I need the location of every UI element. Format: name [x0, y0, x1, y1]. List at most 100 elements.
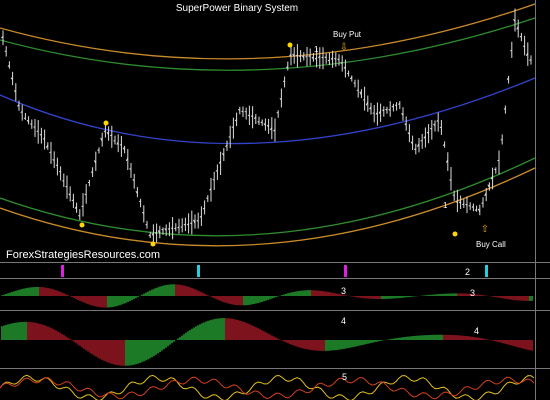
- candle-tick: [110, 134, 113, 137]
- candle-tick: [186, 223, 189, 226]
- candle-tick: [423, 136, 426, 139]
- candle-tick: [337, 58, 340, 61]
- candle-tick: [458, 201, 461, 204]
- candle-tick: [289, 53, 292, 57]
- candle-tick: [93, 160, 97, 164]
- buy-call-label: Buy Call: [476, 240, 506, 249]
- candle-tick: [199, 215, 202, 218]
- signal-number: 1: [443, 201, 448, 210]
- candle-tick: [420, 139, 423, 142]
- candle-tick: [369, 106, 372, 110]
- candle-tick: [391, 105, 394, 108]
- candle-tick: [260, 121, 263, 124]
- candle-tick: [340, 61, 343, 65]
- candle-tick: [462, 203, 465, 206]
- candle-tick: [125, 157, 129, 162]
- candle-tick: [17, 104, 20, 107]
- candle-tick: [122, 147, 126, 151]
- arrow-down: ⇩: [340, 42, 348, 53]
- candle-tick: [228, 136, 231, 138]
- candle-tick: [474, 208, 477, 211]
- candle-tick: [90, 171, 93, 174]
- panel-label: 3: [470, 288, 475, 298]
- candle-tick: [314, 57, 317, 60]
- candle-tick: [487, 184, 490, 188]
- candle-tick: [327, 59, 330, 62]
- candle-tick: [404, 123, 407, 126]
- candle-tick: [516, 26, 519, 30]
- candle-tick: [154, 231, 157, 234]
- candle-tick: [26, 119, 30, 123]
- candle-tick: [148, 234, 151, 237]
- candle-tick: [455, 201, 458, 203]
- candle-tick: [263, 123, 266, 126]
- candle-tick: [308, 54, 311, 57]
- candle-tick: [116, 141, 119, 145]
- candle-tick: [311, 56, 314, 60]
- candle-tick: [513, 18, 516, 22]
- candle-tick: [279, 98, 282, 101]
- candle-tick: [45, 144, 49, 148]
- candle-tick: [52, 158, 55, 162]
- candle-tick: [471, 205, 474, 208]
- candle-tick: [68, 193, 71, 196]
- candle-tick: [183, 223, 186, 226]
- candle-tick: [445, 159, 449, 163]
- oscillator-line: [0, 374, 535, 400]
- candle-tick: [1, 35, 4, 39]
- candle-tick: [190, 222, 193, 225]
- candle-tick: [414, 148, 417, 150]
- candle-tick: [295, 54, 298, 57]
- candle-tick: [333, 57, 337, 60]
- candle-tick: [285, 66, 289, 69]
- candle-tick: [398, 103, 401, 105]
- candle-tick: [433, 123, 436, 127]
- candle-tick: [231, 126, 234, 128]
- candle-tick: [177, 226, 180, 229]
- candle-tick: [36, 130, 39, 133]
- candle-tick: [273, 129, 276, 132]
- candle-tick: [196, 219, 199, 222]
- candle-tick: [484, 192, 487, 197]
- oscillator-line: [0, 376, 535, 400]
- candle-tick: [74, 205, 78, 209]
- panel-label: 4: [341, 316, 346, 326]
- candle-tick: [353, 82, 356, 84]
- candle-tick: [49, 151, 52, 154]
- candle-tick: [490, 176, 494, 180]
- candle-tick: [138, 200, 141, 203]
- candle-tick: [129, 168, 132, 170]
- candle-tick: [221, 152, 225, 156]
- candle-tick: [20, 110, 23, 113]
- candle-tick: [234, 119, 237, 122]
- candle-tick: [365, 101, 369, 106]
- indicator-histograms: [0, 284, 535, 400]
- candle-tick: [324, 56, 327, 59]
- candle-tick: [13, 90, 17, 93]
- candle-tick: [394, 104, 397, 107]
- signal-markers: ⇩ ⇧: [61, 42, 489, 277]
- candle-tick: [529, 58, 532, 62]
- candle-tick: [151, 233, 154, 236]
- candle-tick: [250, 115, 253, 118]
- candle-tick: [225, 144, 228, 148]
- candle-tick: [157, 230, 161, 234]
- candle-tick: [164, 227, 167, 231]
- candle-tick: [100, 137, 103, 142]
- candle-tick: [359, 91, 362, 96]
- candle-tick: [202, 207, 205, 210]
- candle-tick: [218, 161, 221, 164]
- candle-tick: [525, 52, 529, 56]
- candle-tick: [132, 179, 135, 182]
- candle-tick: [375, 112, 378, 115]
- candle-tick: [266, 124, 269, 128]
- candle-tick: [253, 116, 257, 119]
- candle-tick: [343, 66, 346, 69]
- candle-tick: [167, 228, 170, 230]
- candle-tick: [106, 131, 110, 136]
- candle-tick: [103, 130, 106, 133]
- candle-tick: [209, 188, 212, 191]
- arrow-up: ⇧: [481, 224, 489, 235]
